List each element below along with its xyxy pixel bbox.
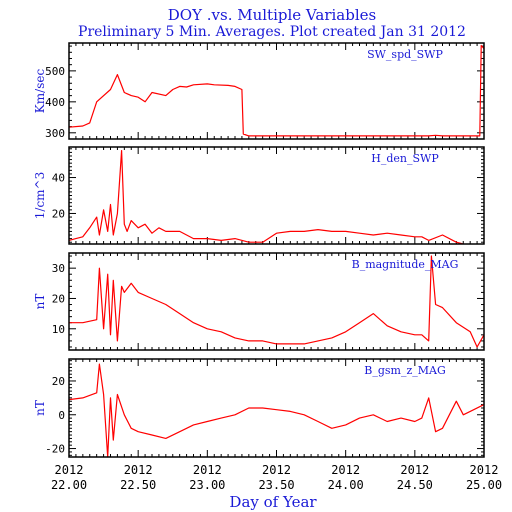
panel-B_magnitude_MAG: 10 20 30 B_magnitude_MAG nT bbox=[33, 252, 485, 351]
series-line-B_gsm_z_MAG bbox=[68, 363, 485, 458]
x-axis-label: Day of Year bbox=[229, 493, 317, 511]
series-line-H_den_SWP bbox=[68, 150, 464, 245]
y-axis-label: nT bbox=[33, 294, 47, 310]
x-tick-day: 22.00 bbox=[51, 478, 87, 492]
series-line-B_magnitude_MAG bbox=[69, 255, 485, 348]
y-tick-label: 40 bbox=[52, 172, 65, 185]
panel-name: B_gsm_z_MAG bbox=[364, 364, 446, 377]
x-tick-day: 25.00 bbox=[466, 478, 502, 492]
y-axis-label: nT bbox=[33, 400, 47, 416]
x-tick-year: 2012 bbox=[193, 463, 222, 477]
x-tick-year: 2012 bbox=[262, 463, 291, 477]
panel-B_gsm_z_MAG: -20 0 20 B_gsm_z_MAG nT bbox=[33, 358, 485, 458]
panel-name: B_magnitude_MAG bbox=[352, 258, 459, 271]
x-tick-year: 2012 bbox=[470, 463, 499, 477]
y-tick-label: 10 bbox=[52, 323, 65, 336]
panel-frame bbox=[68, 252, 485, 351]
x-tick-year: 2012 bbox=[124, 463, 153, 477]
x-tick-labels: 201222.00201222.50201223.00201223.502012… bbox=[51, 463, 502, 492]
panel-frame bbox=[68, 358, 485, 458]
x-tick-day: 23.50 bbox=[258, 478, 294, 492]
x-tick-day: 24.50 bbox=[397, 478, 433, 492]
y-tick-label: 30 bbox=[52, 262, 65, 275]
panel-frame bbox=[68, 146, 485, 245]
panels: 300400500SW_spd_SWPKm/sec2040H_den_SWP1/… bbox=[33, 42, 485, 458]
y-tick-label: 20 bbox=[52, 375, 65, 388]
x-tick-day: 24.00 bbox=[328, 478, 364, 492]
y-tick-label: 0 bbox=[58, 409, 65, 422]
y-tick-label: 20 bbox=[52, 292, 65, 305]
panel-frame bbox=[68, 42, 485, 140]
y-tick-label: 400 bbox=[45, 96, 65, 109]
y-tick-label: 20 bbox=[52, 207, 65, 220]
y-tick-label: -20 bbox=[45, 443, 65, 456]
x-tick-year: 2012 bbox=[55, 463, 84, 477]
y-axis-label: 1/cm^3 bbox=[33, 172, 47, 219]
x-tick-year: 2012 bbox=[331, 463, 360, 477]
y-tick-label: 300 bbox=[45, 127, 65, 140]
y-tick-label: 500 bbox=[45, 65, 65, 78]
chart-title: DOY .vs. Multiple Variables bbox=[168, 6, 376, 24]
x-tick-day: 22.50 bbox=[120, 478, 156, 492]
panel-SW_spd_SWP: 300 400 500 SW_spd_SWP Km/sec bbox=[33, 42, 485, 140]
series-line-SW_spd_SWP bbox=[68, 44, 485, 137]
x-tick-year: 2012 bbox=[400, 463, 429, 477]
chart-subtitle: Preliminary 5 Min. Averages. Plot create… bbox=[78, 24, 466, 40]
panel-H_den_SWP: 20 40 H_den_SWP 1/cm^3 bbox=[33, 146, 485, 245]
y-axis-label: Km/sec bbox=[33, 69, 47, 114]
x-tick-day: 23.00 bbox=[189, 478, 225, 492]
panel-name: SW_spd_SWP bbox=[367, 48, 443, 61]
panel-name: H_den_SWP bbox=[371, 152, 439, 165]
